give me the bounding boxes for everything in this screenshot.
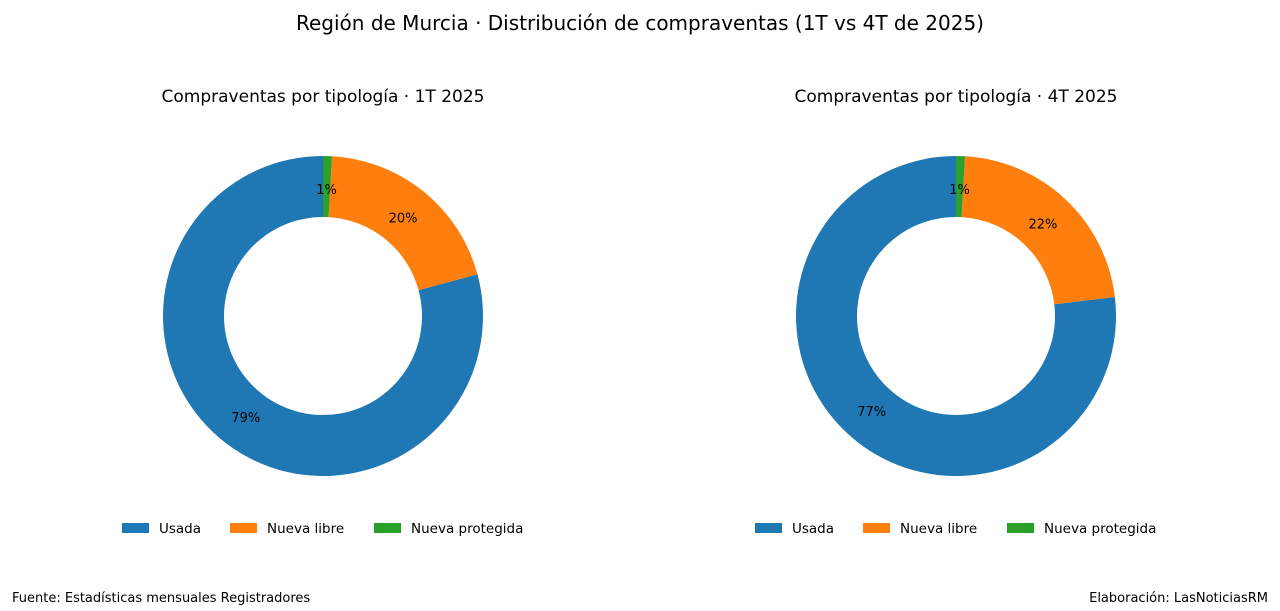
slice-pct-label: 79% [231, 411, 260, 426]
subplot-title: Compraventas por tipología · 1T 2025 [162, 87, 485, 107]
legend-swatch [755, 523, 782, 533]
legend-label: Nueva protegida [411, 521, 523, 537]
legend-swatch [122, 523, 149, 533]
donut-slice-nueva-protegida [323, 156, 333, 218]
slice-pct-label: 20% [389, 211, 418, 226]
donut-chart-2: Compraventas por tipología · 4T 2025 77% 2… [755, 87, 1156, 537]
legend: Usada Nueva libre Nueva protegida [755, 521, 1156, 537]
slice-pct-label: 77% [857, 405, 886, 420]
donut-slice-nueva-libre [961, 156, 1115, 305]
legend-label: Usada [159, 521, 201, 537]
donut-slice-nueva-libre [328, 156, 478, 291]
legend-swatch [374, 523, 401, 533]
legend-swatch [1007, 523, 1034, 533]
legend: Usada Nueva libre Nueva protegida [122, 521, 523, 537]
legend-label: Nueva protegida [1044, 521, 1156, 537]
slice-pct-label: 1% [316, 183, 337, 198]
subplot-title: Compraventas por tipología · 4T 2025 [795, 87, 1118, 107]
donut-slice-usada [162, 156, 483, 477]
credit-note: Elaboración: LasNoticiasRM [1089, 591, 1268, 606]
donut-slice-nueva-protegida [956, 156, 966, 218]
donut-slice-usada [795, 156, 1116, 476]
donut-chart-1: Compraventas por tipología · 1T 2025 79% 2… [122, 87, 523, 537]
legend-label: Nueva libre [900, 521, 977, 537]
chart-title: Región de Murcia · Distribución de compr… [296, 11, 984, 35]
slice-pct-label: 22% [1028, 217, 1057, 232]
legend-swatch [863, 523, 890, 533]
slice-pct-label: 1% [949, 183, 970, 198]
source-note: Fuente: Estadísticas mensuales Registrad… [12, 591, 310, 606]
legend-label: Usada [792, 521, 834, 537]
legend-label: Nueva libre [267, 521, 344, 537]
legend-swatch [230, 523, 257, 533]
